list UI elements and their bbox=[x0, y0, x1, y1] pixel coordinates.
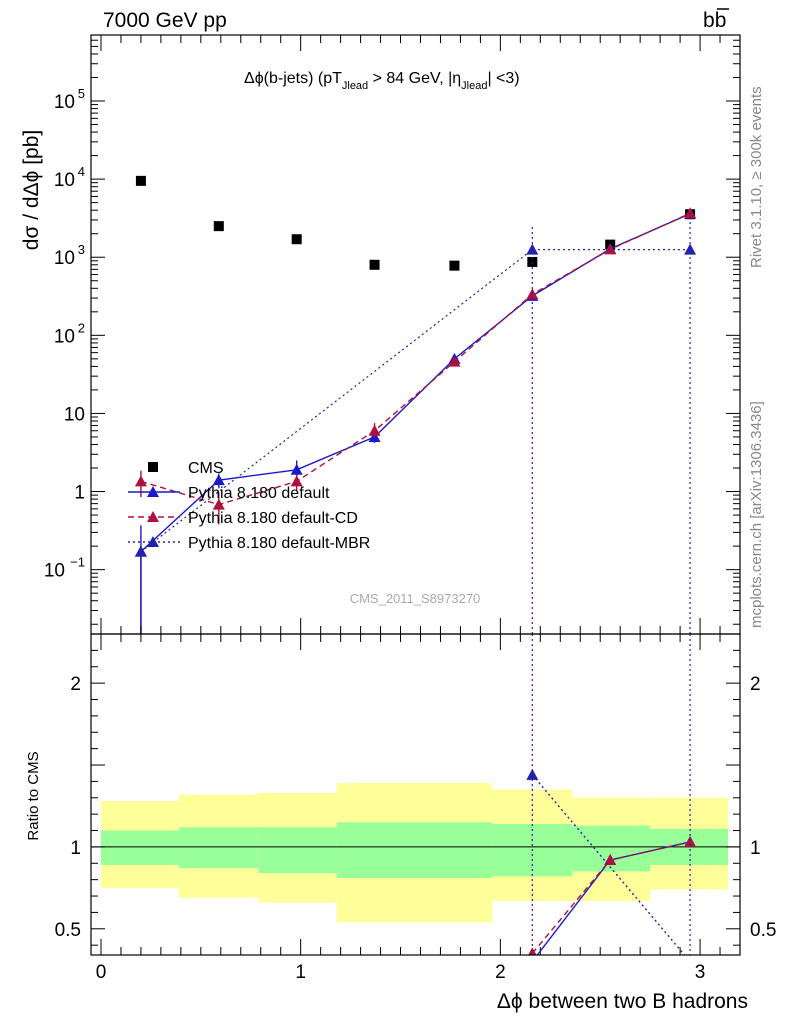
cms-point bbox=[291, 234, 302, 245]
legend-marker bbox=[147, 486, 159, 497]
legend-marker bbox=[147, 536, 159, 547]
y-tick-label: 10 bbox=[54, 248, 75, 269]
x-tick-label: 0 bbox=[96, 962, 107, 983]
ratio-y-tick-label: 2 bbox=[70, 674, 81, 695]
mcplots-label: mcplots.cern.ch [arXiv:1306.3436] bbox=[748, 401, 765, 628]
cms-point bbox=[527, 256, 538, 267]
series-marker bbox=[212, 474, 225, 486]
y-tick-label: 10 bbox=[54, 326, 75, 347]
series-marker bbox=[290, 475, 303, 487]
y-tick-label: 10 bbox=[54, 92, 75, 113]
y-tick-exp: 4 bbox=[78, 164, 85, 179]
xlabel: Δϕ between two B hadrons bbox=[497, 990, 748, 1013]
legend: CMS Pythia 8.180 default Pythia 8.180 defa… bbox=[128, 460, 370, 552]
series-marker bbox=[684, 243, 697, 255]
legend-label: Pythia 8.180 default-CD bbox=[188, 510, 358, 527]
ratio-y-tick-label: 1 bbox=[70, 838, 81, 859]
ratio-line bbox=[531, 774, 686, 955]
ratio-y-tick-label: 0.5 bbox=[750, 920, 776, 941]
x-tick-label: 3 bbox=[695, 962, 706, 983]
ratio-marker bbox=[604, 854, 617, 866]
band-inner bbox=[178, 827, 259, 869]
y-tick-label: 10 bbox=[64, 404, 85, 425]
band-inner bbox=[100, 830, 179, 865]
ratio-y-tick-label: 2 bbox=[750, 674, 761, 695]
ylabel-main: dσ / dΔϕ [pb] bbox=[20, 130, 43, 250]
band-inner bbox=[336, 822, 415, 879]
legend-marker bbox=[148, 462, 158, 472]
series-line bbox=[140, 213, 691, 553]
band-inner bbox=[258, 827, 337, 874]
series-marker bbox=[290, 463, 303, 475]
legend-marker bbox=[147, 511, 159, 522]
series-marker bbox=[448, 355, 461, 367]
legend-label: CMS bbox=[188, 460, 224, 477]
mbr-line bbox=[140, 249, 691, 553]
series-line bbox=[140, 212, 691, 506]
header-left: 7000 GeV pp bbox=[103, 9, 227, 32]
ylabel-ratio: Ratio to CMS bbox=[25, 751, 42, 840]
ratio-y-tick-label: 1 bbox=[750, 838, 761, 859]
cms-point bbox=[369, 259, 380, 270]
series-marker bbox=[526, 243, 539, 255]
y-tick-label: 10 bbox=[44, 561, 65, 582]
y-tick-label: 10 bbox=[54, 170, 75, 191]
cms-point bbox=[135, 175, 146, 186]
series-marker bbox=[368, 424, 381, 436]
ratio-marker bbox=[528, 947, 537, 955]
legend-label: Pythia 8.180 default-MBR bbox=[188, 535, 370, 552]
cms-point bbox=[213, 221, 224, 232]
x-tick-label: 1 bbox=[295, 962, 306, 983]
cms-point bbox=[449, 260, 460, 271]
ratio-y-tick-label: 0.5 bbox=[55, 920, 81, 941]
watermark: CMS_2011_S8973270 bbox=[350, 591, 481, 606]
series-marker bbox=[212, 498, 225, 510]
y-tick-label: 1 bbox=[74, 483, 85, 504]
rivet-label: Rivet 3.1.10, ≥ 300k events bbox=[748, 86, 765, 268]
y-tick-exp: 3 bbox=[78, 242, 85, 257]
ratio-frame bbox=[90, 633, 741, 956]
series-marker bbox=[134, 545, 147, 557]
legend-label: Pythia 8.180 default bbox=[188, 485, 330, 502]
series-marker bbox=[604, 243, 617, 255]
plot-title: Δϕ(b-jets) (pTJlead > 84 GeV, |ηJlead| <… bbox=[244, 70, 520, 92]
series-marker bbox=[134, 475, 147, 487]
main-series bbox=[134, 175, 697, 634]
ratio-panel: 0.5 0.5 1 1 2 2 0 1 2 3 bbox=[55, 633, 776, 983]
ratio-marker bbox=[684, 835, 697, 847]
ratio-marker bbox=[526, 956, 538, 967]
band-inner bbox=[414, 822, 493, 879]
y-tick-exp: 2 bbox=[78, 320, 85, 335]
x-tick-label: 2 bbox=[495, 962, 506, 983]
header-right: bb bbox=[703, 9, 726, 32]
ratio-series bbox=[526, 634, 697, 967]
y-tick-exp: −1 bbox=[70, 555, 85, 570]
y-tick-exp: 5 bbox=[78, 86, 85, 101]
